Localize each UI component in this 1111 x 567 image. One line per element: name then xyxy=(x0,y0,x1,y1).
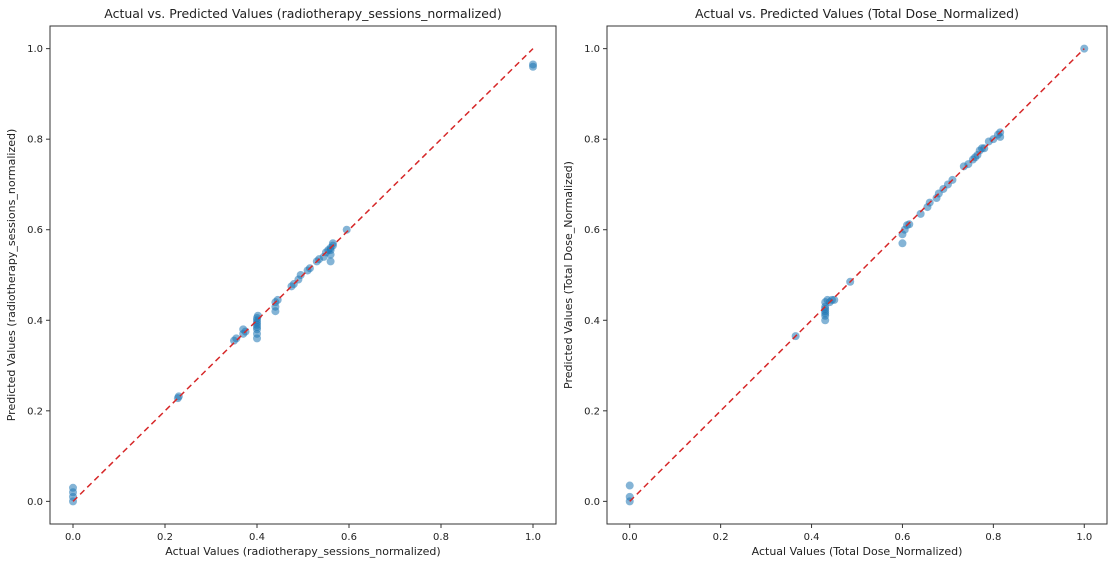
data-point xyxy=(328,239,337,248)
data-point xyxy=(529,60,537,69)
data-point xyxy=(625,481,634,490)
y-tick-label: 0.6 xyxy=(27,225,43,236)
x-tick-label: 0.4 xyxy=(249,532,265,543)
reference-line xyxy=(629,48,1085,502)
y-tick-label: 1.0 xyxy=(584,44,600,55)
data-point xyxy=(905,220,914,229)
y-tick-label: 0.2 xyxy=(584,406,600,417)
chart-panel-2: 0.0 0.2 0.4 0.6 0.8 1.0 0.0 0.2 0.4 0.6 0.8 1.0 Actu… xyxy=(562,6,1108,558)
y-tick-label: 1.0 xyxy=(27,44,43,55)
x-tick-label: 0.6 xyxy=(341,532,357,543)
data-point xyxy=(232,334,241,343)
x-axis-label: Actual Values (Total Dose_Normalized) xyxy=(752,545,963,558)
y-axis-label: Predicted Values (Total Dose_Normalized) xyxy=(562,161,575,389)
y-tick-label: 0.8 xyxy=(27,135,43,146)
data-point xyxy=(898,239,907,248)
data-point xyxy=(342,225,351,234)
data-point xyxy=(69,483,77,492)
x-tick-label: 0.8 xyxy=(985,532,1001,543)
chart-title: Actual vs. Predicted Values (radiotherap… xyxy=(104,6,501,21)
data-point xyxy=(296,271,305,279)
data-point xyxy=(326,257,335,266)
reference-line xyxy=(72,48,534,502)
x-tick-label: 1.0 xyxy=(525,532,541,543)
x-tick-label: 0.2 xyxy=(713,532,729,543)
data-point xyxy=(625,492,634,501)
y-tick-label: 0.8 xyxy=(584,135,600,146)
x-axis-label: Actual Values (radiotherapy_sessions_nor… xyxy=(165,545,440,558)
x-tick-label: 0.8 xyxy=(433,532,449,543)
chart-title: Actual vs. Predicted Values (Total Dose_… xyxy=(695,6,1019,21)
x-tick-label: 0.0 xyxy=(65,532,81,543)
data-point xyxy=(916,209,925,218)
data-point xyxy=(996,132,1005,141)
y-tick-label: 0.4 xyxy=(27,316,43,327)
data-point xyxy=(830,295,839,304)
y-tick-label: 0.2 xyxy=(27,406,43,417)
y-tick-label: 0.4 xyxy=(584,316,600,327)
chart-panel-1: 0.0 0.2 0.4 0.6 0.8 1.0 0.0 0.2 0.4 0.6 0.8 1.0 Actu… xyxy=(5,6,557,558)
x-tick-label: 0.0 xyxy=(622,532,638,543)
x-tick-label: 1.0 xyxy=(1076,532,1092,543)
x-tick-label: 0.4 xyxy=(804,532,820,543)
x-tick-label: 0.2 xyxy=(157,532,173,543)
y-axis-label: Predicted Values (radiotherapy_sessions_… xyxy=(5,129,18,422)
plot-frame xyxy=(49,25,557,525)
plot-frame xyxy=(606,25,1108,525)
y-tick-label: 0.0 xyxy=(584,497,600,508)
x-tick-label: 0.6 xyxy=(895,532,911,543)
y-tick-label: 0.6 xyxy=(584,225,600,236)
y-tick-label: 0.0 xyxy=(27,497,43,508)
